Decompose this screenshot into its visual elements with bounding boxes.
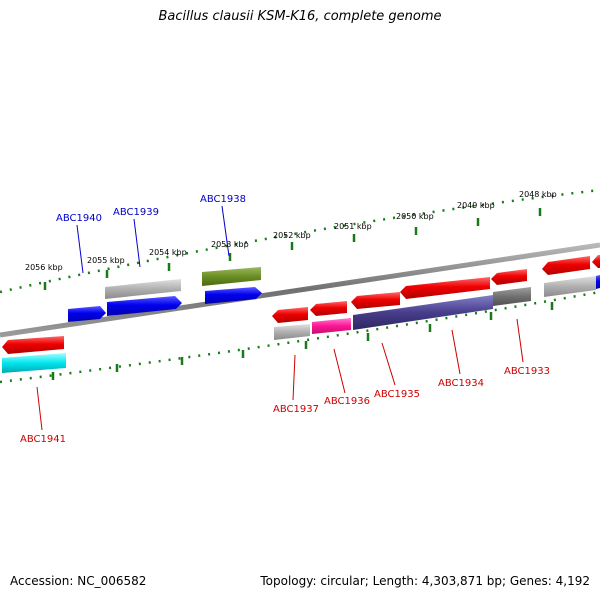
leader-line — [333, 348, 346, 394]
gene-label-forward[interactable]: ABC1939 — [113, 207, 159, 218]
scale-label: 2052 kbp — [273, 231, 311, 240]
gene-feature-cyan[interactable] — [2, 353, 66, 373]
scale-label: 2056 kbp — [25, 263, 63, 272]
gene-feature-red[interactable] — [491, 269, 527, 285]
gene-feature-purple[interactable] — [353, 295, 493, 330]
gene-feature-darkgray[interactable] — [493, 287, 531, 306]
gene-feature-red[interactable] — [351, 292, 400, 309]
gene-label-reverse[interactable]: ABC1936 — [324, 396, 370, 407]
gene-feature-red[interactable] — [542, 256, 590, 275]
gene-label-reverse[interactable]: ABC1934 — [438, 378, 484, 389]
leader-line — [76, 224, 84, 274]
gene-feature-blue[interactable] — [205, 287, 262, 304]
scale-label: 2055 kbp — [87, 256, 125, 265]
gene-label-reverse[interactable]: ABC1935 — [374, 389, 420, 400]
inner-major-ticks — [51, 302, 554, 380]
scale-label: 2054 kbp — [149, 248, 187, 257]
leader-line — [221, 205, 230, 257]
gene-label-forward[interactable]: ABC1940 — [56, 213, 102, 224]
leader-line — [381, 342, 396, 386]
leader-line — [516, 318, 524, 363]
inner-scale-arc — [0, 290, 600, 384]
leader-line — [451, 329, 461, 375]
gene-label-reverse[interactable]: ABC1937 — [273, 404, 319, 415]
gene-label-reverse[interactable]: ABC1941 — [20, 434, 66, 445]
reverse-leader-lines — [36, 318, 524, 431]
forward-leader-lines — [76, 205, 230, 274]
scale-label: 2049 kbp — [457, 201, 495, 210]
gene-feature-blue[interactable] — [68, 306, 106, 322]
scale-label: 2048 kbp — [519, 190, 557, 199]
scale-label: 2053 kbp — [211, 240, 249, 249]
gene-feature-blue[interactable] — [107, 296, 182, 316]
gene-feature-gray[interactable] — [274, 324, 310, 340]
gene-feature-blue[interactable] — [596, 275, 600, 289]
genome-title: Bacillus clausii KSM-K16, complete genom… — [158, 9, 442, 24]
gene-feature-red[interactable] — [272, 307, 308, 323]
gene-label-reverse[interactable]: ABC1933 — [504, 366, 550, 377]
scale-label: 2051 kbp — [334, 222, 372, 231]
leader-line — [133, 218, 141, 268]
outer-major-ticks — [43, 208, 542, 290]
genome-backbone — [0, 242, 600, 338]
gene-label-forward[interactable]: ABC1938 — [200, 194, 246, 205]
gene-feature-gray[interactable] — [105, 279, 181, 299]
accession-text: Accession: NC_006582 — [10, 574, 147, 588]
genome-summary-text: Topology: circular; Length: 4,303,871 bp… — [260, 574, 590, 588]
gene-feature-magenta[interactable] — [312, 318, 351, 334]
gene-feature-red[interactable] — [400, 277, 490, 299]
gene-feature-gray[interactable] — [544, 276, 596, 297]
scale-labels: 2056 kbp 2055 kbp 2054 kbp 2053 kbp 2052… — [25, 190, 557, 272]
gene-feature-red[interactable] — [592, 255, 600, 268]
leader-line — [36, 386, 43, 431]
gene-feature-olive[interactable] — [202, 267, 261, 286]
gene-feature-red[interactable] — [310, 301, 347, 316]
scale-label: 2050 kbp — [396, 212, 434, 221]
gene-feature-red[interactable] — [2, 336, 64, 354]
leader-line — [292, 354, 296, 401]
